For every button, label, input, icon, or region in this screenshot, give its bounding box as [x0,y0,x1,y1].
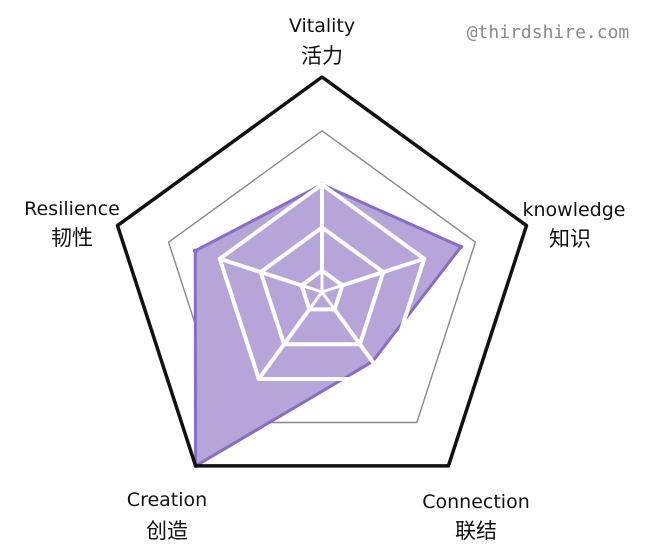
axis-label-connection: Connection [422,491,530,513]
data-point-resilience [193,248,198,253]
data-area-series-0 [193,183,463,468]
outer-boundary [115,75,529,468]
axis-label-creation-cn: 创造 [146,519,188,543]
axis-label-connection-cn: 联结 [455,519,497,543]
web-spoke-resilience [217,256,304,288]
axis-label-vitality-cn: 活力 [301,44,343,68]
centre-spoke-resilience [300,283,324,294]
web-spoke-connection [332,307,388,381]
axis-label-knowledge: knowledge [523,199,626,221]
centre-spoke-connection [320,290,337,311]
axis-label-creation: Creation [127,489,207,511]
centre-spoke-creation [307,290,324,311]
data-layer [193,182,464,469]
inner-web-layer [217,182,427,381]
centre-spoke-knowledge [320,283,344,294]
axis-label-knowledge-cn: 知识 [549,227,591,251]
data-point-knowledge [458,244,464,249]
watermark-text: @thirdshire.com [467,22,630,43]
web-ring-1 [258,225,386,347]
grid-ring-3 [167,130,477,424]
outer-layer [115,75,529,468]
web-spoke-knowledge [340,256,427,288]
web-ring-0 [299,268,345,312]
axis-label-resilience-cn: 韧性 [51,226,93,250]
axis-label-resilience: Resilience [24,198,120,220]
web-spoke-creation [256,307,312,381]
web-ring-2 [217,182,427,381]
axis-label-vitality: Vitality [289,15,355,37]
